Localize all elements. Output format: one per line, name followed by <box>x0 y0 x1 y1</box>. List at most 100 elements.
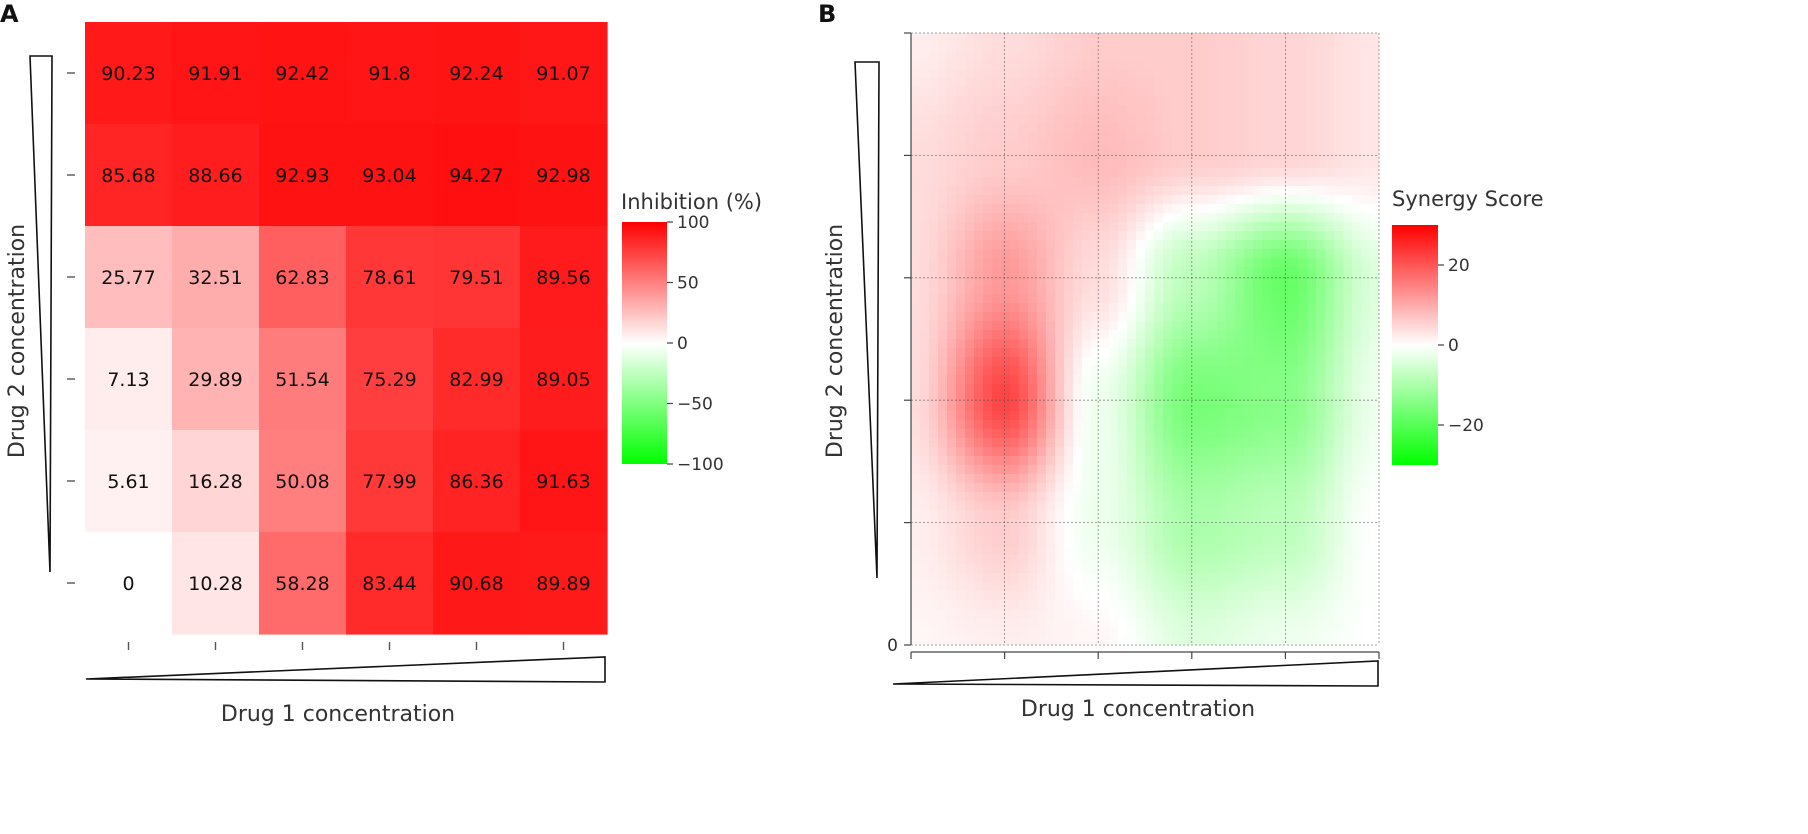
panel-b-ylabel: Drug 2 concentration <box>823 224 848 458</box>
synergy-surface-cell <box>1064 546 1074 556</box>
cell-value-label: 90.23 <box>101 63 155 85</box>
synergy-surface-cell <box>992 330 1002 340</box>
synergy-surface-cell <box>1082 474 1092 484</box>
synergy-surface-cell <box>1334 240 1344 250</box>
synergy-surface-cell <box>1217 420 1227 430</box>
synergy-surface-cell <box>1262 87 1272 97</box>
synergy-surface-cell <box>938 285 948 295</box>
synergy-surface-cell <box>992 555 1002 565</box>
synergy-surface-cell <box>1127 456 1137 466</box>
synergy-surface-cell <box>1307 186 1317 196</box>
synergy-surface-cell <box>938 222 948 232</box>
synergy-surface-cell <box>1118 321 1128 331</box>
synergy-surface-cell <box>1253 564 1263 574</box>
synergy-surface-cell <box>1109 96 1119 106</box>
synergy-surface-cell <box>1280 627 1290 637</box>
synergy-surface-cell <box>1361 636 1371 645</box>
synergy-surface-cell <box>1172 537 1182 547</box>
synergy-surface-cell <box>1199 87 1209 97</box>
synergy-surface-cell <box>1199 33 1209 43</box>
synergy-surface-cell <box>1280 87 1290 97</box>
synergy-surface-cell <box>1001 276 1011 286</box>
synergy-surface-cell <box>1307 546 1317 556</box>
synergy-surface-cell <box>1136 240 1146 250</box>
synergy-surface-cell <box>1136 366 1146 376</box>
synergy-surface-cell <box>1028 168 1038 178</box>
synergy-surface-cell <box>1235 375 1245 385</box>
synergy-surface-cell <box>1289 393 1299 403</box>
synergy-surface-cell <box>920 582 930 592</box>
synergy-surface-cell <box>1343 150 1353 160</box>
synergy-surface-cell <box>1010 420 1020 430</box>
synergy-surface-cell <box>1010 78 1020 88</box>
synergy-surface-cell <box>983 222 993 232</box>
synergy-surface-cell <box>1334 420 1344 430</box>
synergy-surface-cell <box>1046 510 1056 520</box>
synergy-surface-cell <box>1037 78 1047 88</box>
synergy-surface-cell <box>1073 267 1083 277</box>
synergy-surface-cell <box>992 582 1002 592</box>
synergy-surface-cell <box>992 312 1002 322</box>
synergy-surface-cell <box>938 600 948 610</box>
synergy-surface-cell <box>1262 573 1272 583</box>
synergy-surface-cell <box>920 636 930 645</box>
synergy-surface-cell <box>1352 321 1362 331</box>
synergy-surface-cell <box>1235 33 1245 43</box>
synergy-surface-cell <box>974 114 984 124</box>
synergy-surface-cell <box>938 213 948 223</box>
synergy-surface-cell <box>1352 447 1362 457</box>
synergy-surface-cell <box>1037 177 1047 187</box>
synergy-surface-cell <box>1037 411 1047 421</box>
synergy-surface-cell <box>1298 78 1308 88</box>
synergy-surface-cell <box>1334 303 1344 313</box>
synergy-surface-cell <box>1109 231 1119 241</box>
synergy-surface-cell <box>1226 492 1236 502</box>
synergy-surface-cell <box>1316 384 1326 394</box>
synergy-surface-cell <box>1154 213 1164 223</box>
synergy-surface-cell <box>1019 303 1029 313</box>
synergy-surface-cell <box>983 123 993 133</box>
synergy-surface-cell <box>1226 240 1236 250</box>
synergy-surface-cell <box>1055 573 1065 583</box>
synergy-surface-cell <box>1253 168 1263 178</box>
synergy-surface-cell <box>965 42 975 52</box>
synergy-surface-cell <box>1199 384 1209 394</box>
synergy-surface-cell <box>956 87 966 97</box>
synergy-surface-cell <box>1244 222 1254 232</box>
synergy-surface-cell <box>1361 213 1371 223</box>
synergy-surface-cell <box>1136 33 1146 43</box>
synergy-surface-cell <box>929 393 939 403</box>
synergy-surface-cell <box>920 429 930 439</box>
synergy-surface-cell <box>1190 141 1200 151</box>
synergy-surface-cell <box>1055 591 1065 601</box>
synergy-surface-cell <box>1055 69 1065 79</box>
synergy-surface-cell <box>1118 537 1128 547</box>
synergy-surface-cell <box>1073 186 1083 196</box>
synergy-surface-cell <box>1334 231 1344 241</box>
synergy-surface-cell <box>983 114 993 124</box>
synergy-surface-cell <box>1100 87 1110 97</box>
synergy-surface-cell <box>1334 393 1344 403</box>
synergy-surface-cell <box>1343 537 1353 547</box>
synergy-surface-cell <box>1091 231 1101 241</box>
synergy-surface-cell <box>1289 114 1299 124</box>
synergy-surface-cell <box>1334 87 1344 97</box>
synergy-surface-cell <box>1361 177 1371 187</box>
synergy-surface-cell <box>1316 528 1326 538</box>
synergy-surface-cell <box>1010 285 1020 295</box>
synergy-surface-cell <box>983 546 993 556</box>
synergy-surface-cell <box>1154 375 1164 385</box>
synergy-surface-cell <box>1199 114 1209 124</box>
synergy-surface-cell <box>1271 159 1281 169</box>
synergy-surface-cell <box>1145 276 1155 286</box>
synergy-surface-cell <box>1352 474 1362 484</box>
synergy-surface-cell <box>929 114 939 124</box>
synergy-surface-cell <box>1028 249 1038 259</box>
synergy-surface-cell <box>1073 123 1083 133</box>
synergy-surface-cell <box>1019 222 1029 232</box>
synergy-surface-cell <box>1046 600 1056 610</box>
synergy-surface-cell <box>1055 231 1065 241</box>
synergy-surface-cell <box>1235 447 1245 457</box>
synergy-surface-cell <box>1118 231 1128 241</box>
synergy-surface-cell <box>1334 537 1344 547</box>
